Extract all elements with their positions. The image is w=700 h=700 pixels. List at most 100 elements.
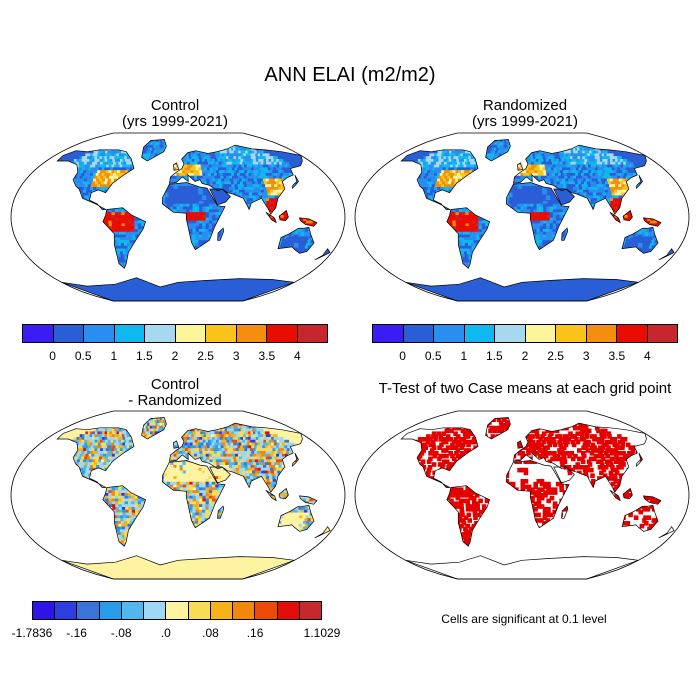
coastline-north-america (400, 427, 479, 488)
colorbar-swatch (586, 325, 617, 342)
coastline-borneo (278, 487, 289, 500)
map-border (354, 132, 690, 302)
colorbar-tick-label: 3.5 (608, 349, 626, 363)
coastline-borneo (622, 209, 633, 222)
coastline-arabia (553, 188, 575, 206)
difference-title-line1: Control (150, 376, 200, 393)
difference-title-line2: - Randomized (128, 392, 222, 409)
randomized-panel-title: Randomized (yrs 1999-2021) (350, 98, 700, 130)
coastline-new-zealand (658, 248, 675, 261)
coastline-australia (277, 226, 315, 254)
colorbar-tick-label: .08 (202, 626, 219, 640)
coastline-north-america (400, 149, 479, 210)
colorbar-swatch (556, 325, 587, 342)
coastline-africa (506, 460, 570, 529)
colorbar-swatch (617, 325, 648, 342)
randomized-title-line2: (yrs 1999-2021) (472, 113, 578, 130)
colorbar-swatch (99, 602, 122, 619)
coastline-uk (173, 440, 180, 449)
coastline-new-zealand (314, 526, 331, 539)
colorbar-tick-label: 2.5 (547, 349, 564, 363)
coastline-eurasia (168, 144, 303, 215)
colorbar-tick-label: -.08 (110, 626, 132, 640)
coastline-greenland (485, 417, 511, 440)
coastline-eurasia (512, 144, 647, 215)
coastline-new-guinea (643, 495, 662, 505)
coastline-greenland (141, 417, 167, 440)
colorbar-swatch (255, 602, 278, 619)
coastline-eurasia (168, 422, 303, 493)
colorbar-tick-label: 1 (110, 349, 118, 363)
coastline-sumatra (609, 490, 621, 502)
colorbar-tick-label: 0 (399, 349, 406, 363)
colorbar-tick-label: 2 (521, 349, 529, 363)
main-title: ANN ELAI (m2/m2) (264, 64, 436, 86)
colorbar-swatch (188, 602, 211, 619)
colorbar-tick-label: 1.5 (136, 349, 153, 363)
difference-map (10, 410, 346, 580)
colorbar-tick-label: .0 (160, 626, 171, 640)
colorbar-swatch (77, 602, 100, 619)
ttest-map (354, 410, 690, 580)
coastline-uk (517, 162, 524, 171)
randomized-colorbar: 0 0.5 1 1.5 2 2.5 3 3.5 4 (372, 324, 678, 363)
colorbar-swatch (297, 325, 327, 342)
coastline-japan (635, 452, 643, 468)
colorbar-swatch (206, 325, 237, 342)
coastline-borneo (622, 487, 633, 500)
colorbar-swatch (373, 325, 404, 342)
coastline-south-america (102, 485, 147, 547)
randomized-title-line1: Randomized (482, 97, 568, 114)
coastline-eurasia (512, 422, 647, 493)
colorbar-tick-label: 1.1029 (303, 626, 341, 640)
colorbar-tick-label: 3.5 (258, 349, 276, 363)
colorbar-swatch (121, 602, 145, 619)
map-border (10, 410, 346, 580)
colorbar-tick-label: -.16 (66, 626, 87, 640)
coastline-south-america (446, 485, 491, 547)
colorbar-boxes (22, 324, 328, 343)
difference-panel-title: Control - Randomized (0, 377, 350, 409)
coastline-arabia (553, 466, 575, 484)
colorbar-tick-label: 2.5 (197, 349, 214, 363)
colorbar-swatch (267, 325, 298, 342)
colorbar-swatch (114, 325, 145, 342)
colorbar-swatch (236, 325, 267, 342)
colorbar-tick-label: 4 (294, 349, 301, 363)
colorbar-swatch (53, 325, 84, 342)
colorbar-swatch (175, 325, 206, 342)
colorbar-tick-label: 0 (49, 349, 56, 363)
colorbar-swatch (233, 602, 256, 619)
coastline-south-america (102, 207, 147, 269)
colorbar-tick-label: 3 (582, 349, 590, 363)
coastline-new-guinea (299, 217, 318, 227)
coastline-sumatra (609, 212, 621, 224)
colorbar-boxes (372, 324, 678, 343)
colorbar-swatch (55, 602, 78, 619)
coastline-arabia (209, 188, 231, 206)
colorbar-swatch (495, 325, 526, 342)
colorbar-swatch (525, 325, 556, 342)
colorbar-swatch (647, 325, 677, 342)
colorbar-swatch (464, 325, 495, 342)
coastline-uk (517, 440, 524, 449)
map-border (10, 132, 346, 302)
coastline-africa (162, 182, 226, 251)
colorbar-swatch (277, 602, 300, 619)
colorbar-swatch (23, 325, 54, 342)
colorbar-tick-label: 0.5 (74, 349, 92, 363)
coastline-australia (277, 504, 315, 532)
colorbar-swatch (434, 325, 465, 342)
colorbar-swatch (299, 602, 322, 619)
control-title-line1: Control (150, 97, 200, 114)
control-title-line2: (yrs 1999-2021) (122, 113, 228, 130)
significance-note: Cells are significant at 0.1 level (441, 612, 607, 626)
control-map (10, 132, 346, 302)
coastline-australia (621, 504, 659, 532)
coastline-madagascar (561, 505, 569, 519)
colorbar-swatch (166, 602, 189, 619)
coastline-japan (291, 452, 299, 468)
coastline-japan (291, 174, 299, 190)
colorbar-swatch (210, 602, 234, 619)
coastline-new-zealand (658, 526, 675, 539)
